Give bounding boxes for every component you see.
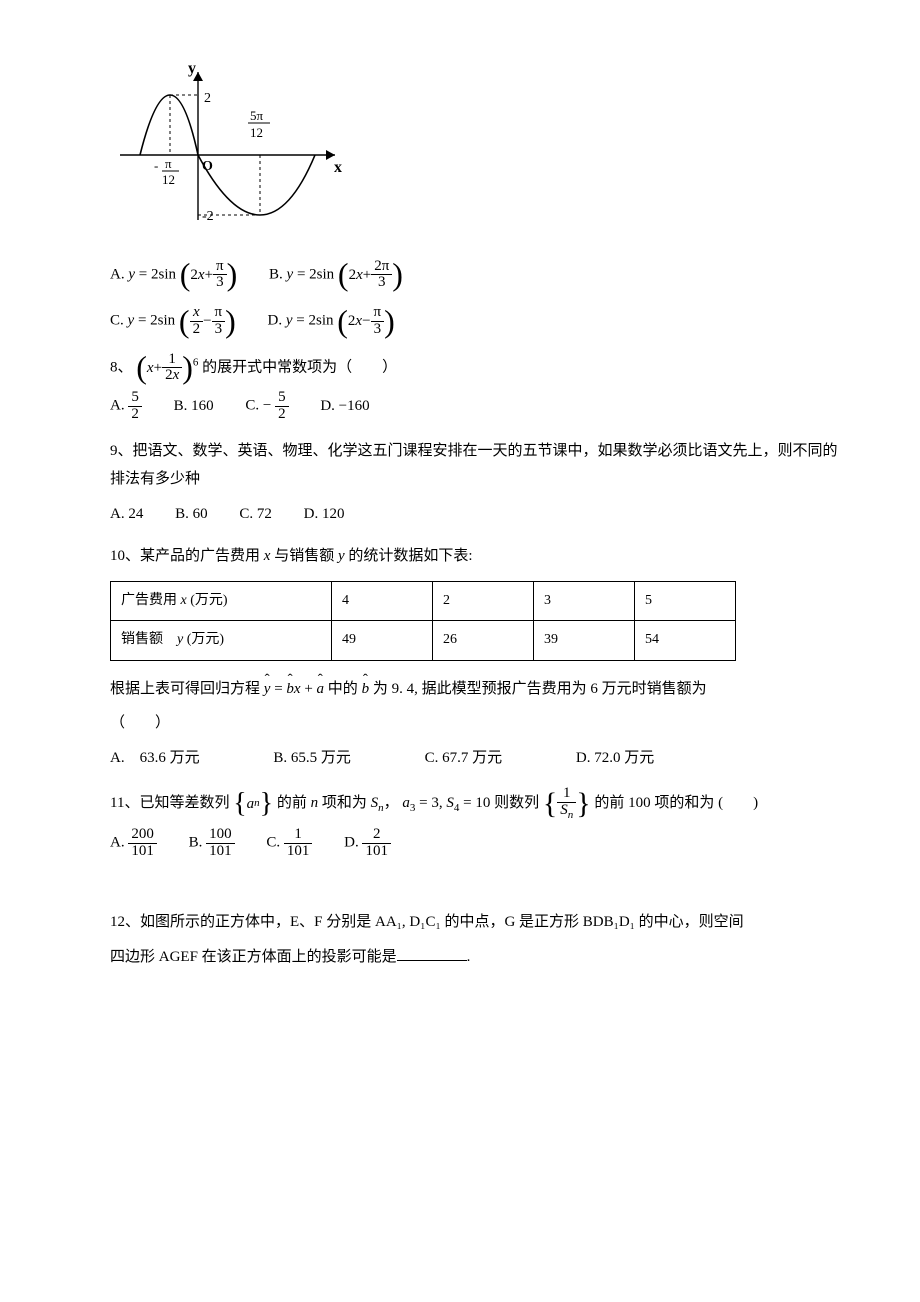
q7-opt-c: C. y = 2sin ( x2 − π3 ) xyxy=(110,305,236,338)
q9-options: A. 24 B. 60 C. 72 D. 120 xyxy=(110,500,840,529)
q8-opt-d: D. −160 xyxy=(320,392,369,421)
q8-opt-a: A. 52 xyxy=(110,390,142,423)
q9-opt-c: C. 72 xyxy=(239,500,272,529)
q9-text: 9、把语文、数学、英语、物理、化学这五门课程安排在一天的五节课中，如果数学必须比… xyxy=(110,437,840,494)
row1-head: 广告费用 x (万元) xyxy=(111,581,332,621)
q8-text: 8、 ( x + 1 2x )6 的展开式中常数项为（ ） xyxy=(110,352,840,385)
q11-options: A. 200101 B. 100101 C. 1101 D. 2101 xyxy=(110,827,840,860)
q12-line1: 12、如图所示的正方体中，E、F 分别是 AA₁, D₁C₁ 的中点，G 是正方… xyxy=(110,908,840,937)
q10-options: A. 63.6 万元 B. 65.5 万元 C. 67.7 万元 D. 72.0… xyxy=(110,744,840,773)
q7-options-row1: A. y = 2sin ( 2x + π3 ) B. y = 2sin ( 2x… xyxy=(110,259,840,292)
row2-head: 销售额 y (万元) xyxy=(111,621,332,661)
q7-opt-d: D. y = 2sin ( 2x − π3 ) xyxy=(268,305,395,338)
svg-text:-: - xyxy=(154,158,158,173)
q11-opt-a: A. 200101 xyxy=(110,827,157,860)
q10-opt-d: D. 72.0 万元 xyxy=(576,744,654,773)
svg-text:12: 12 xyxy=(250,125,263,140)
q10-opt-c: C. 67.7 万元 xyxy=(425,744,503,773)
q9-opt-b: B. 60 xyxy=(175,500,208,529)
q9-opt-a: A. 24 xyxy=(110,500,143,529)
q7-options-row2: C. y = 2sin ( x2 − π3 ) D. y = 2sin ( 2x… xyxy=(110,305,840,338)
svg-text:π: π xyxy=(165,156,172,171)
q10-opt-b: B. 65.5 万元 xyxy=(273,744,351,773)
table-row: 销售额 y (万元) 49 26 39 54 xyxy=(111,621,736,661)
q11-opt-d: D. 2101 xyxy=(344,827,391,860)
axis-y-label: y xyxy=(188,60,196,77)
svg-text:-2: -2 xyxy=(202,209,214,224)
q12-blank xyxy=(397,945,467,961)
q8-options: A. 52 B. 160 C. − 52 D. −160 xyxy=(110,390,840,423)
q7-graph: y x O 2 -2 - π 12 5π 12 xyxy=(110,60,840,241)
origin-label: O xyxy=(202,159,213,174)
svg-text:2: 2 xyxy=(204,91,211,106)
q8-opt-c: C. − 52 xyxy=(245,390,288,423)
q11-text: 11、已知等差数列 {an} 的前 n 项和为 Sn， a3 = 3, S4 =… xyxy=(110,786,840,821)
svg-text:12: 12 xyxy=(162,172,175,187)
q12-line2: 四边形 AGEF 在该正方体面上的投影可能是. xyxy=(110,943,840,972)
q8-opt-b: B. 160 xyxy=(174,392,214,421)
q10-table: 广告费用 x (万元) 4 2 3 5 销售额 y (万元) 49 26 39 … xyxy=(110,581,736,661)
q10-line2: 根据上表可得回归方程 y = bx + a 中的 b 为 9. 4, 据此模型预… xyxy=(110,675,840,704)
q11-opt-c: C. 1101 xyxy=(266,827,312,860)
svg-text:5π: 5π xyxy=(250,108,264,123)
q10-text: 10、某产品的广告费用 x 与销售额 y 的统计数据如下表: xyxy=(110,542,840,571)
axis-x-label: x xyxy=(334,159,342,176)
q10-blank: （ ） xyxy=(110,709,840,738)
q7-opt-a: A. y = 2sin ( 2x + π3 ) xyxy=(110,259,237,292)
q10-opt-a: A. 63.6 万元 xyxy=(110,744,200,773)
table-row: 广告费用 x (万元) 4 2 3 5 xyxy=(111,581,736,621)
q11-opt-b: B. 100101 xyxy=(189,827,235,860)
q9-opt-d: D. 120 xyxy=(304,500,345,529)
q7-opt-b: B. y = 2sin ( 2x + 2π3 ) xyxy=(269,259,403,292)
